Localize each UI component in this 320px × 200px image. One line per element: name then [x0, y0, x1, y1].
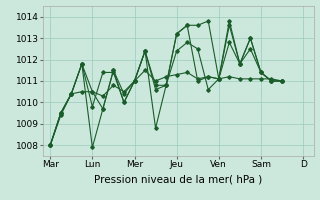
X-axis label: Pression niveau de la mer( hPa ): Pression niveau de la mer( hPa ) [94, 175, 262, 185]
